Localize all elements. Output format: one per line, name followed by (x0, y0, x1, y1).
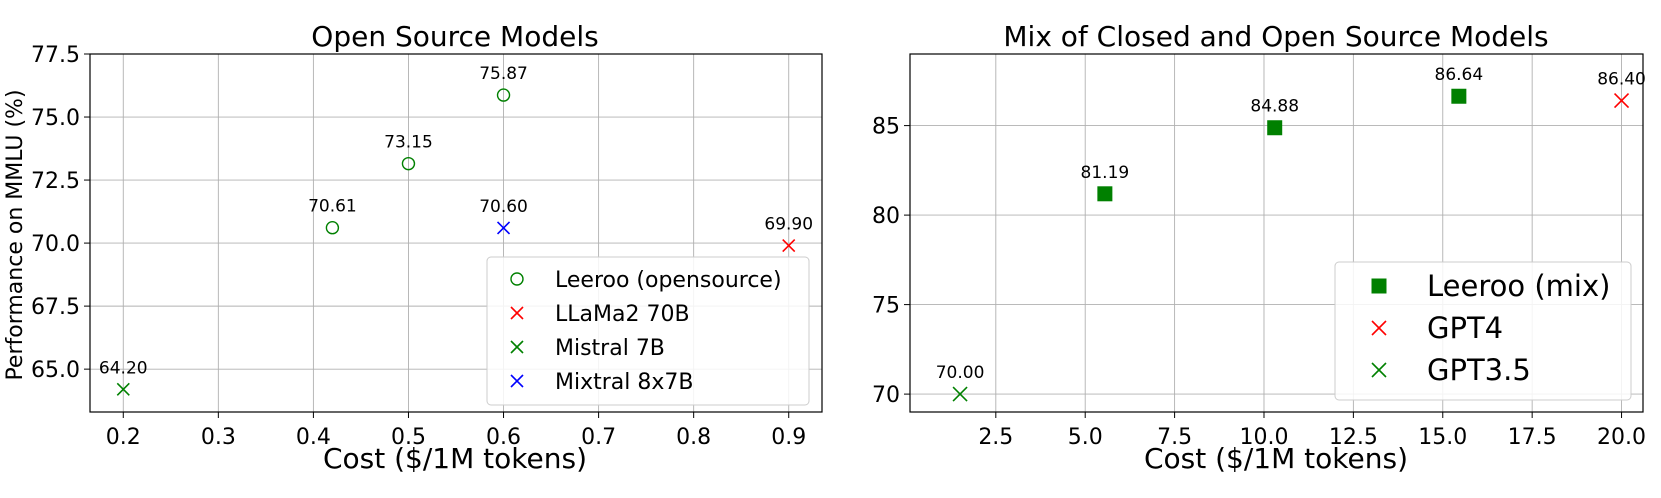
plot-frame (89, 53, 823, 413)
y-tick-label: 80 (872, 204, 900, 229)
x-tick-label: 0.5 (391, 425, 426, 450)
legend-item: LLaMa2 70B (510, 302, 690, 327)
legend-item: Mistral 7B (510, 336, 665, 361)
x-tick-label: 10.0 (1239, 425, 1288, 450)
legend-item: GPT3.5 (1371, 353, 1531, 387)
marker-x-stroke (510, 306, 524, 320)
marker-x-stroke (1371, 362, 1387, 378)
marker-x-stroke (116, 382, 130, 396)
x-tick-label: 0.4 (296, 425, 331, 450)
x-tick-label: 17.5 (1508, 425, 1557, 450)
marker-x (1371, 320, 1387, 336)
data-label: 70.00 (936, 363, 985, 383)
marker-x-stroke (782, 239, 796, 253)
y-axis-label: Performance on MMLU (%) (3, 89, 28, 380)
data-label: 69.90 (764, 215, 813, 235)
marker-x (952, 386, 968, 402)
legend-label: GPT3.5 (1427, 353, 1531, 387)
marker-circle (496, 88, 511, 102)
x-tick-label: 0.3 (201, 425, 236, 450)
data-label: 75.87 (479, 64, 528, 84)
y-tick-label: 70.0 (31, 232, 80, 257)
plot-frame (909, 53, 1644, 413)
marker-circle (325, 221, 340, 235)
marker-x (496, 221, 511, 235)
marker-square (1451, 88, 1467, 104)
legend-label: Leeroo (opensource) (555, 268, 782, 293)
legend-item: Leeroo (mix) (1371, 269, 1610, 303)
chart-title: Mix of Closed and Open Source Models (1003, 20, 1548, 53)
x-tick-label: 0.6 (486, 425, 521, 450)
marker-x (510, 340, 524, 354)
data-label: 73.15 (384, 133, 433, 153)
chart-mix: 2.5 5.0 7.5 10.0 12.5 15.0 17.5 20.0 70 75 80 85 81… (872, 20, 1646, 475)
y-tick-label: 75.0 (31, 106, 80, 131)
legend-label: GPT4 (1427, 311, 1503, 345)
legend-box (486, 256, 810, 406)
marker-circle (510, 272, 524, 286)
marker-square (1371, 278, 1387, 294)
x-tick-label: 0.2 (106, 425, 141, 450)
x-tick-label: 0.9 (771, 425, 806, 450)
data-label: 81.19 (1081, 163, 1130, 183)
x-tick-label: 7.5 (1157, 425, 1192, 450)
marker-square (1097, 186, 1113, 202)
marker-square (1267, 120, 1283, 136)
data-label: 70.61 (308, 197, 357, 217)
ticks: 2.5 5.0 7.5 10.0 12.5 15.0 17.5 20.0 70 75 80 85 (872, 115, 1646, 450)
data-label: 86.40 (1597, 70, 1646, 90)
marker-x-stroke (510, 340, 524, 354)
data-points (116, 88, 796, 396)
data-label: 86.64 (1435, 65, 1484, 85)
marker-x (1371, 362, 1387, 378)
data-points (952, 88, 1630, 402)
x-tick-label: 0.8 (676, 425, 711, 450)
marker-x-stroke (952, 386, 968, 402)
marker-x (116, 382, 130, 396)
data-label: 64.20 (99, 358, 148, 378)
y-tick-label: 72.5 (31, 169, 80, 194)
y-tick-label: 67.5 (31, 295, 80, 320)
marker-x (510, 374, 524, 388)
legend-box (1334, 261, 1632, 401)
x-axis-label: Cost ($/1M tokens) (323, 442, 587, 475)
data-label: 84.88 (1250, 97, 1299, 117)
x-tick-label: 5.0 (1068, 425, 1103, 450)
marker-x (510, 306, 524, 320)
x-axis-label: Cost ($/1M tokens) (1144, 442, 1408, 475)
marker-x-stroke (496, 221, 511, 235)
y-tick-label: 75 (872, 294, 900, 319)
legend-label: Mistral 7B (555, 336, 665, 361)
legend-label: Leeroo (mix) (1427, 269, 1610, 303)
x-tick-label: 12.5 (1329, 425, 1378, 450)
y-tick-label: 65.0 (31, 358, 80, 383)
marker-x (1613, 92, 1630, 109)
legend-item: GPT4 (1371, 311, 1503, 345)
marker-circle (401, 156, 416, 171)
y-tick-label: 70 (872, 383, 900, 408)
ticks: 0.2 0.3 0.4 0.5 0.6 0.7 0.8 0.9 65.0 67.5 70.0 72.5… (31, 43, 806, 450)
legend-item: Mixtral 8x7B (510, 370, 693, 395)
y-tick-label: 77.5 (31, 43, 80, 68)
x-tick-label: 0.7 (581, 425, 616, 450)
x-tick-label: 20.0 (1597, 425, 1646, 450)
marker-x-stroke (1371, 320, 1387, 336)
x-tick-label: 2.5 (978, 425, 1013, 450)
data-label: 70.60 (479, 197, 528, 217)
legend: Leeroo (opensource) LLaMa2 70B Mistral 7B M… (486, 256, 810, 406)
y-tick-label: 85 (872, 115, 900, 140)
marker-x (782, 239, 796, 253)
legend-item: Leeroo (opensource) (510, 268, 782, 293)
marker-x-stroke (1613, 92, 1630, 109)
marker-x-stroke (510, 374, 524, 388)
legend: Leeroo (mix) GPT4 GPT3.5 (1334, 261, 1632, 401)
legend-label: Mixtral 8x7B (555, 370, 693, 395)
legend-label: LLaMa2 70B (555, 302, 690, 327)
data-labels: 70.61 73.15 75.87 69.90 64.20 70.60 (99, 64, 813, 378)
chart-open-source: 0.2 0.3 0.4 0.5 0.6 0.7 0.8 0.9 65.0 67.5 70.0 72.5… (3, 20, 823, 475)
data-labels: 81.19 84.88 86.64 86.40 70.00 (936, 65, 1646, 383)
chart-title: Open Source Models (311, 20, 598, 53)
x-tick-label: 15.0 (1418, 425, 1467, 450)
